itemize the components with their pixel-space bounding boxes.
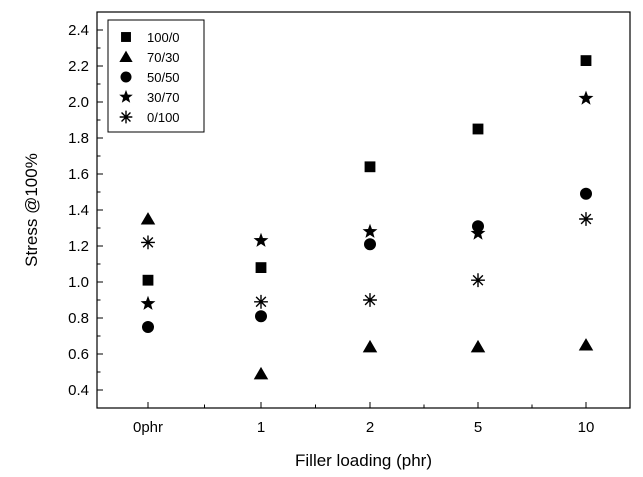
point-asterisk [254,294,268,309]
point-star [253,232,269,247]
y-axis-title: Stress @100% [22,153,41,267]
x-tick-label: 2 [366,419,374,436]
point-triangle [140,212,156,225]
y-tick-label: 1.6 [68,166,89,183]
point-star [470,225,486,240]
y-tick-label: 0.4 [68,382,89,399]
legend-marker-asterisk [119,110,133,124]
point-asterisk [363,293,377,307]
x-axis: 0phr 1 2 5 10 [96,402,631,436]
point-circle [580,187,592,200]
y-tick-label: 0.6 [68,346,89,363]
point-circle [255,310,267,323]
y-tick-label: 0.8 [68,310,89,327]
legend-label: 100/0 [147,30,180,45]
y-tick-label: 2.4 [68,22,89,39]
legend: 100/0 70/30 50/50 30/70 0/100 [107,19,205,133]
y-tick-label: 1.2 [68,238,89,255]
point-square [580,55,592,66]
legend-marker-star [119,89,133,103]
x-axis-title: Filler loading (phr) [295,451,432,470]
legend-label: 70/30 [147,50,180,65]
point-square [255,262,267,273]
x-tick-label: 1 [257,419,265,436]
y-tick-label: 1.4 [68,202,89,219]
legend-marker-square [121,32,131,42]
point-asterisk [471,273,485,288]
legend-label: 50/50 [147,70,180,85]
point-star [140,295,156,310]
point-circle [142,321,154,333]
x-tick-label: 5 [474,419,482,436]
point-square [364,161,376,173]
point-triangle [470,339,486,353]
point-triangle [578,338,594,351]
x-tick-label: 10 [578,419,595,436]
y-tick-label: 2.2 [68,58,89,75]
y-tick-label: 1.8 [68,130,89,147]
y-axis: 0.4 0.6 0.8 1.0 1.2 1.4 1.6 1.8 2.0 2.2 2.4 [68,22,103,399]
point-asterisk [579,212,593,226]
point-triangle [253,366,269,380]
point-asterisk [141,235,155,250]
data-points [140,55,594,380]
point-square [142,274,154,286]
legend-label: 30/70 [147,90,180,105]
legend-label: 0/100 [147,110,180,125]
point-circle [364,238,376,251]
point-square [472,123,484,135]
x-tick-label: 0phr [133,419,163,436]
y-tick-label: 1.0 [68,274,89,291]
point-star [362,223,378,238]
legend-marker-triangle [119,50,133,63]
y-tick-label: 2.0 [68,94,89,111]
point-triangle [362,339,378,353]
point-star [578,90,594,105]
legend-marker-circle [120,71,132,83]
